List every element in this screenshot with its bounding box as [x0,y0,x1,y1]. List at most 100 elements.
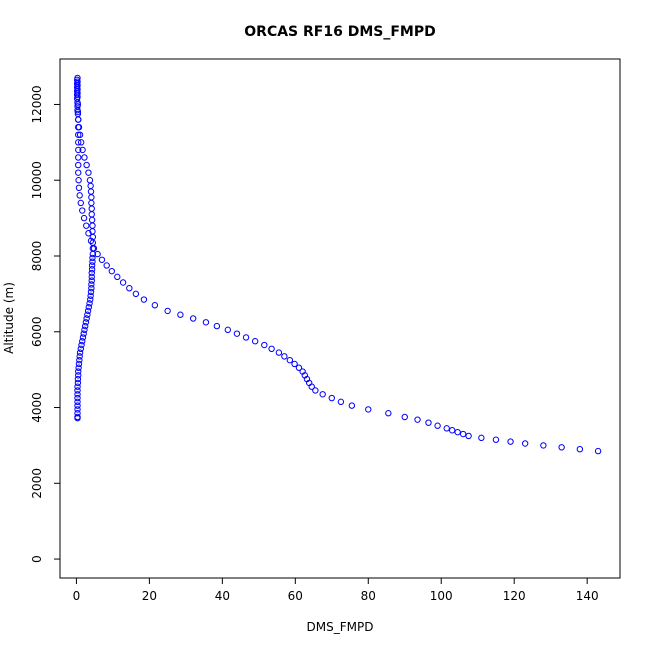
data-point [74,391,81,398]
data-point [98,256,106,263]
data-point [75,139,82,146]
data-point [89,254,96,262]
y-tick-label: 12000 [30,85,44,123]
data-point [75,161,82,169]
data-point [507,438,514,445]
data-point [76,192,83,199]
data-point [79,207,86,214]
data-point [88,269,95,277]
data-point [75,123,82,131]
data-point [75,177,82,184]
y-tick-label: 4000 [30,392,44,423]
data-point [74,387,81,394]
data-point [74,379,82,387]
y-axis: 0 2000 4000 6000 8000 10000 12000 [30,85,61,563]
x-axis: 0 20 40 60 80 100 120 140 [73,577,599,603]
data-point [576,446,584,453]
data-point [88,262,96,269]
data-point [74,74,81,82]
data-point [348,402,356,409]
data-point [74,86,81,93]
data-point [140,296,148,303]
data-point [75,146,82,154]
data-point [76,349,84,356]
data-point [88,273,95,281]
data-point [337,398,345,406]
data-point [268,345,275,353]
chart-title: ORCAS RF16 DMS_FMPD [244,24,435,40]
y-tick-label: 10000 [30,161,44,199]
data-point [151,302,159,309]
data-point [74,108,82,116]
data-point [312,387,319,394]
data-point [224,326,232,334]
data-point [75,154,82,161]
data-point [164,307,171,315]
data-point [94,250,101,258]
y-axis-label: Altitude (m) [2,282,16,354]
data-point [251,338,259,345]
data-point [74,402,81,409]
y-tick-label: 8000 [30,241,44,272]
data-point [81,326,88,334]
data-point [74,82,81,89]
data-point [76,353,83,360]
data-point [275,349,283,356]
x-tick-label: 80 [361,589,376,603]
data-point [414,416,421,423]
data-point [88,277,95,284]
data-point [261,341,268,349]
data-point [85,230,92,237]
data-points [73,74,602,455]
data-point [85,303,93,311]
data-point [177,311,184,318]
data-point [79,146,86,154]
data-point [74,414,81,422]
data-point [74,394,81,402]
data-point [233,330,241,337]
data-point [540,442,547,449]
data-point [87,288,95,296]
data-point [83,315,90,322]
data-point [281,353,288,360]
data-point [454,428,461,436]
data-point [75,131,82,138]
x-tick-label: 100 [430,589,453,603]
data-point [459,430,467,438]
data-point [88,266,96,273]
data-point [74,398,81,406]
data-point [365,406,372,413]
data-point [83,161,90,169]
data-point [89,258,96,265]
data-point [86,300,93,307]
data-point [75,116,82,123]
data-point [75,364,82,371]
data-point [84,307,92,315]
data-point [119,279,127,286]
data-point [74,406,81,413]
data-point [132,290,140,298]
data-point [77,139,85,146]
data-point [465,432,472,440]
x-tick-label: 140 [576,589,599,603]
data-point [114,273,121,281]
data-point [448,427,456,434]
data-point [76,356,83,364]
data-point [74,375,82,383]
data-point [75,184,83,192]
data-point [478,434,485,442]
data-point [286,356,294,364]
data-point [84,311,91,318]
data-point [103,262,110,269]
data-point [443,425,450,432]
data-point [74,93,81,101]
data-point [594,447,602,455]
data-point [74,89,81,97]
data-point [108,267,116,275]
data-point [492,436,500,443]
data-point [74,383,81,390]
data-point [75,169,82,176]
data-point [558,444,565,451]
